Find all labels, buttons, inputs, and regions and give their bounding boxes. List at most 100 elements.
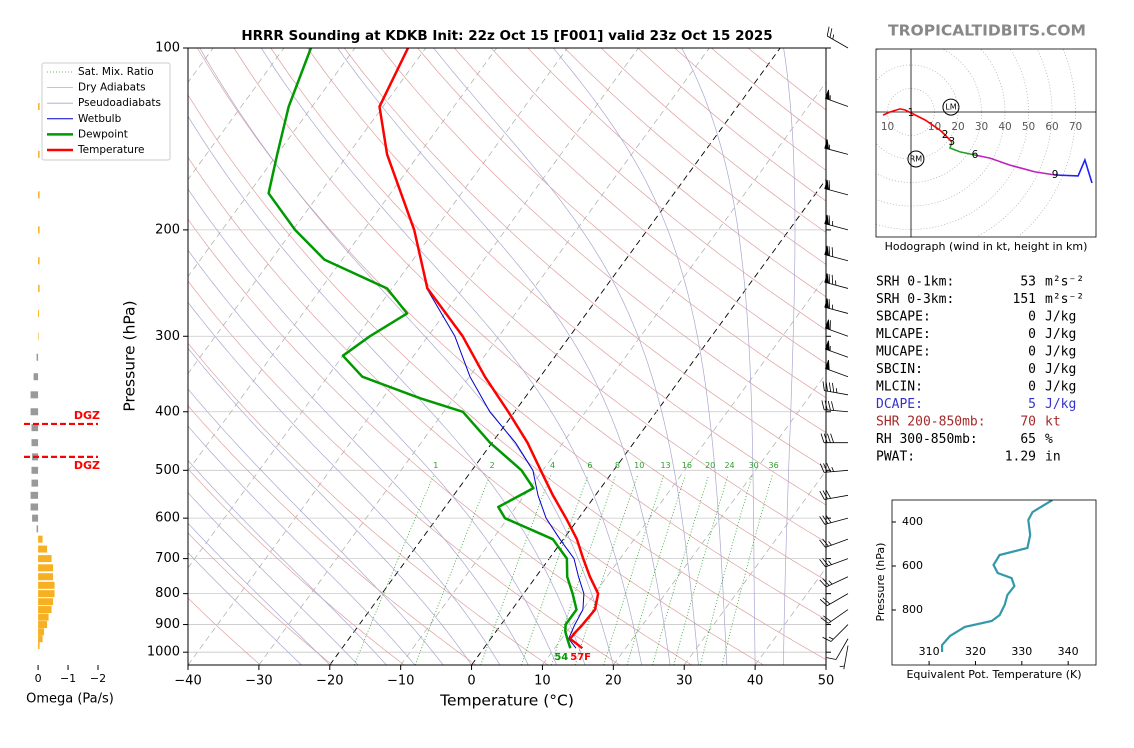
omega-bar bbox=[36, 525, 39, 533]
pseudoadiabat bbox=[188, 459, 387, 665]
ring-label: 10 bbox=[881, 121, 894, 133]
dry-adiabat bbox=[270, 48, 826, 543]
wind-barb bbox=[820, 609, 849, 624]
mixing-ratio-label: 36 bbox=[769, 461, 779, 470]
x-tick-label: −20 bbox=[316, 674, 343, 689]
mixing-ratio-label: 13 bbox=[660, 461, 670, 470]
isotherm bbox=[188, 48, 639, 665]
stat-unit: kt bbox=[1045, 415, 1061, 430]
legend-label: Temperature bbox=[77, 144, 145, 156]
omega-bar bbox=[30, 491, 39, 499]
wind-barb bbox=[822, 624, 849, 642]
omega-bar bbox=[38, 535, 43, 543]
stat-unit: in bbox=[1045, 450, 1061, 465]
omega-bar bbox=[31, 439, 39, 447]
profile-line bbox=[413, 229, 585, 649]
wind-barb bbox=[826, 26, 849, 49]
omega-bar bbox=[31, 424, 39, 432]
pseudoadiabat bbox=[188, 425, 416, 665]
omega-bar bbox=[38, 564, 54, 572]
stat-value: 5 bbox=[1028, 397, 1036, 412]
mixing-ratio-line bbox=[673, 475, 729, 665]
wind-barb bbox=[820, 433, 848, 444]
pseudoadiabat bbox=[553, 48, 728, 665]
mixing-ratio-line bbox=[480, 475, 551, 665]
height-label: 9 bbox=[1052, 169, 1059, 181]
omega-bar bbox=[33, 373, 39, 381]
theta-y-tick-label: 400 bbox=[902, 515, 923, 528]
stat-label: DCAPE: bbox=[876, 397, 923, 412]
omega-bar bbox=[38, 257, 40, 265]
isotherm bbox=[329, 48, 781, 665]
omega-bar bbox=[31, 466, 39, 474]
wind-barb bbox=[821, 400, 849, 413]
omega-bar bbox=[38, 284, 40, 292]
y-tick-label: 400 bbox=[155, 404, 180, 419]
stat-label: MLCIN: bbox=[876, 380, 923, 395]
ring-label: 20 bbox=[951, 121, 964, 133]
profile-line bbox=[378, 48, 600, 650]
mixing-ratio-line bbox=[699, 475, 753, 665]
theta-y-label: Pressure (hPa) bbox=[874, 543, 887, 622]
omega-bar bbox=[38, 150, 40, 158]
isotherm bbox=[542, 275, 826, 665]
omega-bar bbox=[30, 503, 39, 511]
wind-barb bbox=[824, 359, 849, 378]
omega-tick-label: 0 bbox=[35, 672, 42, 685]
theta-e-line bbox=[940, 500, 1053, 652]
stat-unit: J/kg bbox=[1045, 310, 1076, 325]
surface-temp-label: 57F bbox=[570, 652, 591, 663]
legend-box bbox=[41, 62, 171, 161]
dry-adiabat bbox=[454, 48, 826, 364]
stat-unit: m²s⁻² bbox=[1045, 275, 1084, 290]
pseudoadiabat bbox=[188, 388, 444, 665]
x-tick-label: 30 bbox=[676, 674, 693, 689]
pseudoadiabat bbox=[188, 552, 302, 665]
mixing-ratio-line bbox=[721, 475, 773, 665]
theta-e-area bbox=[940, 500, 1053, 652]
mixing-ratio-line bbox=[574, 475, 638, 665]
stat-label: PWAT: bbox=[876, 450, 915, 465]
wind-barb bbox=[819, 514, 849, 525]
mixing-ratio-label: 2 bbox=[490, 461, 495, 470]
x-tick-label: 40 bbox=[747, 674, 764, 689]
legend-label: Dewpoint bbox=[78, 128, 128, 140]
hodograph-line bbox=[1055, 157, 1093, 184]
hodograph-line bbox=[949, 141, 976, 156]
x-tick-label: 20 bbox=[605, 674, 622, 689]
dry-adiabat bbox=[307, 48, 826, 506]
ring-label: 60 bbox=[1045, 121, 1058, 133]
dry-adiabat bbox=[188, 405, 477, 665]
x-tick-label: −40 bbox=[174, 674, 201, 689]
stat-value: 70 bbox=[1020, 415, 1036, 430]
height-label: 2 bbox=[942, 129, 949, 141]
wind-barb bbox=[824, 89, 849, 107]
pseudoadiabat bbox=[188, 492, 359, 665]
pseudoadiabat bbox=[337, 48, 671, 665]
storm-motion-label: LM bbox=[945, 103, 956, 112]
mixing-ratio-label: 24 bbox=[724, 461, 734, 470]
dgz-label: DGZ bbox=[74, 459, 100, 472]
wind-barb bbox=[826, 638, 849, 660]
ring-label: 30 bbox=[975, 121, 988, 133]
omega-bar bbox=[38, 309, 39, 317]
x-axis-label: Temperature (°C) bbox=[439, 692, 574, 710]
theta-y-tick-label: 600 bbox=[902, 559, 923, 572]
omega-bar bbox=[31, 479, 39, 487]
stat-label: MLCAPE: bbox=[876, 327, 931, 342]
dry-adiabat bbox=[188, 280, 621, 665]
dry-adiabat bbox=[188, 94, 826, 661]
hodograph-caption: Hodograph (wind in kt, height in km) bbox=[885, 240, 1088, 253]
wind-barb bbox=[824, 245, 849, 262]
dry-adiabat bbox=[188, 597, 261, 665]
wind-barb bbox=[819, 558, 849, 568]
storm-motion bbox=[907, 150, 925, 168]
theta-x-tick-label: 340 bbox=[1058, 645, 1079, 658]
isotherm bbox=[258, 48, 710, 665]
dry-adiabat bbox=[233, 48, 826, 581]
pseudoadiabat bbox=[433, 48, 699, 665]
stat-unit: J/kg bbox=[1045, 362, 1076, 377]
omega-bar bbox=[38, 613, 49, 621]
omega-tick-label: −2 bbox=[90, 672, 106, 685]
